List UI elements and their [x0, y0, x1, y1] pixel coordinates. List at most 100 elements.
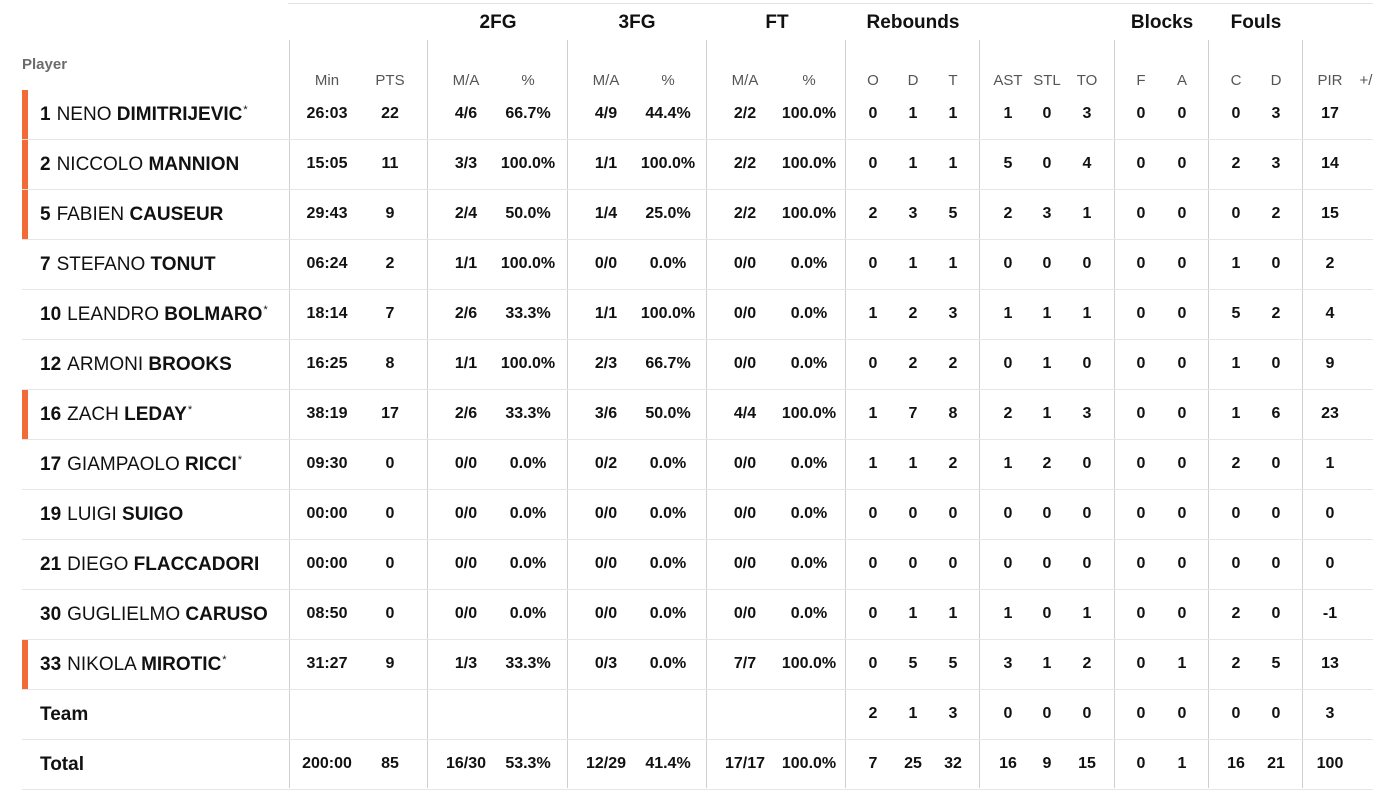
- player-name-link[interactable]: 7 STEFANO TONUT: [40, 254, 217, 276]
- player-name-link[interactable]: 30 GUGLIELMO CARUSO: [40, 604, 269, 626]
- cell-ft-ma: 2/2: [733, 155, 757, 172]
- column-label-reb-o: O: [867, 72, 879, 89]
- cell-foul-c: 0: [1231, 105, 1241, 122]
- cell-pts: 8: [385, 355, 395, 372]
- cell-ast: 5: [1003, 155, 1013, 172]
- star-marker: *: [222, 654, 227, 666]
- cell-fg3-pct: 50.0%: [645, 405, 691, 422]
- cell-to: 1: [1082, 605, 1092, 622]
- cell-reb-o: 1: [868, 305, 878, 322]
- cell-ft-ma: 0/0: [733, 255, 757, 272]
- cell-fg3-pct: 66.7%: [645, 355, 691, 372]
- player-name-link[interactable]: 21 DIEGO FLACCADORI: [40, 554, 260, 576]
- cell-reb-o: 1: [868, 405, 878, 422]
- cell-stl: 1: [1042, 405, 1052, 422]
- player-name-link[interactable]: 12 ARMONI BROOKS: [40, 354, 233, 376]
- player-name-link[interactable]: 17 GIAMPAOLO RICCI*: [40, 454, 242, 476]
- cell-fg3-pct: 0.0%: [649, 555, 687, 572]
- row-separator: [22, 639, 1373, 640]
- player-number: 16: [40, 404, 62, 425]
- cell-reb-o: 0: [868, 555, 878, 572]
- cell-ft-ma: 2/2: [733, 105, 757, 122]
- column-label-pir: PIR: [1317, 72, 1343, 89]
- cell-pts: 9: [385, 655, 395, 672]
- player-name-link[interactable]: 16 ZACH LEDAY*: [40, 404, 192, 426]
- cell-pir: 1: [1325, 455, 1335, 472]
- player-row: 19 LUIGI SUIGO 00:00 0 0/0 0.0% 0/0 0.0% 0/0 0.0%…: [22, 490, 1373, 540]
- row-separator: [22, 689, 1373, 690]
- cell-blk-f: 0: [1136, 755, 1146, 772]
- cell-ast: 1: [1003, 105, 1013, 122]
- cell-foul-c: 0: [1231, 555, 1241, 572]
- column-label-fg3-ma: M/A: [592, 72, 620, 89]
- starter-indicator: [22, 190, 28, 239]
- player-first-name: GUGLIELMO: [67, 604, 181, 625]
- row-separator: [22, 489, 1373, 490]
- player-name-link[interactable]: 33 NIKOLA MIROTIC*: [40, 654, 227, 676]
- group-2fg-label: 2FG: [479, 12, 517, 33]
- cell-blk-f: 0: [1136, 555, 1146, 572]
- cell-stl: 0: [1042, 505, 1052, 522]
- cell-reb-d: 1: [908, 455, 918, 472]
- cell-fg2-pct: 66.7%: [505, 105, 551, 122]
- cell-reb-o: 0: [868, 505, 878, 522]
- cell-to: 0: [1082, 705, 1092, 722]
- cell-blk-f: 0: [1136, 105, 1146, 122]
- player-row: 17 GIAMPAOLO RICCI* 09:30 0 0/0 0.0% 0/2 0.0% 0/…: [22, 440, 1373, 490]
- row-separator: [22, 739, 1373, 740]
- player-name-link[interactable]: 10 LEANDRO BOLMARO*: [40, 304, 268, 326]
- cell-ft-pct: 0.0%: [790, 555, 828, 572]
- cell-stl: 0: [1042, 705, 1052, 722]
- cell-foul-d: 0: [1271, 555, 1281, 572]
- player-name-link[interactable]: 5 FABIEN CAUSEUR: [40, 204, 224, 226]
- cell-foul-c: 0: [1231, 705, 1241, 722]
- player-name-link[interactable]: 2 NICCOLO MANNION: [40, 154, 240, 176]
- cell-pir: 23: [1321, 405, 1339, 422]
- cell-fg2-ma: 2/6: [454, 405, 478, 422]
- cell-fg3-pct: 0.0%: [649, 655, 687, 672]
- cell-reb-t: 32: [944, 755, 962, 772]
- player-name-link[interactable]: 1 NENO DIMITRIJEVIC*: [40, 104, 248, 126]
- player-last-name: MANNION: [148, 154, 240, 175]
- cell-ast: 3: [1003, 655, 1013, 672]
- player-name-link[interactable]: 19 LUIGI SUIGO: [40, 504, 184, 526]
- cell-ft-pct: 0.0%: [790, 455, 828, 472]
- player-row: 30 GUGLIELMO CARUSO 08:50 0 0/0 0.0% 0/0 0.0% 0/…: [22, 590, 1373, 640]
- player-last-name: DIMITRIJEVIC: [116, 104, 243, 125]
- cell-fg2-ma: 3/3: [454, 155, 478, 172]
- player-column-label: Player: [22, 56, 68, 73]
- cell-reb-d: 25: [904, 755, 922, 772]
- cell-blk-a: 0: [1177, 305, 1187, 322]
- star-marker: *: [263, 304, 268, 316]
- player-last-name: CAUSEUR: [129, 204, 224, 225]
- cell-min: 29:43: [306, 205, 348, 222]
- cell-reb-d: 0: [908, 555, 918, 572]
- player-first-name: ARMONI: [67, 354, 144, 375]
- cell-fg3-pct: 25.0%: [645, 205, 691, 222]
- cell-reb-o: 0: [868, 605, 878, 622]
- cell-fg2-ma: 2/6: [454, 305, 478, 322]
- cell-pts: 17: [381, 405, 399, 422]
- cell-blk-a: 0: [1177, 355, 1187, 372]
- cell-fg3-ma: 0/0: [594, 555, 618, 572]
- cell-ast: 16: [999, 755, 1017, 772]
- cell-ast: 0: [1003, 555, 1013, 572]
- cell-reb-d: 3: [908, 205, 918, 222]
- cell-to: 0: [1082, 455, 1092, 472]
- cell-foul-d: 21: [1267, 755, 1285, 772]
- player-row: 16 ZACH LEDAY* 38:19 17 2/6 33.3% 3/6 50.0% 4/4 1…: [22, 390, 1373, 440]
- cell-to: 3: [1082, 405, 1092, 422]
- cell-pir: 0: [1325, 555, 1335, 572]
- cell-foul-d: 0: [1271, 455, 1281, 472]
- column-label-foul-c: C: [1230, 72, 1242, 89]
- cell-fg3-pct: 0.0%: [649, 505, 687, 522]
- cell-blk-a: 1: [1177, 655, 1187, 672]
- cell-fg3-ma: 1/1: [594, 305, 618, 322]
- cell-fg2-pct: 50.0%: [505, 205, 551, 222]
- column-label-min: Min: [314, 72, 340, 89]
- cell-reb-d: 7: [908, 405, 918, 422]
- cell-reb-t: 1: [948, 105, 958, 122]
- cell-reb-t: 5: [948, 655, 958, 672]
- column-label-reb-t: T: [948, 72, 958, 89]
- cell-pts: 11: [381, 155, 399, 172]
